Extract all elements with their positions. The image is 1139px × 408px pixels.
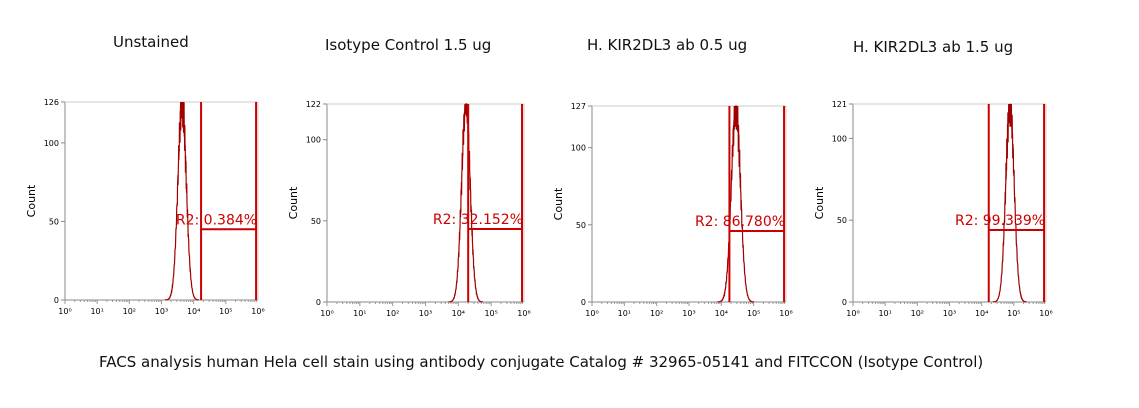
- x-tick-label: 10³: [419, 309, 432, 318]
- gate-label: R2: 32.152%: [433, 212, 523, 228]
- x-tick-label: 10²: [386, 309, 399, 318]
- y-tick-label: 0: [316, 298, 321, 307]
- y-tick-label: 121: [832, 100, 847, 109]
- x-tick-label: 10¹: [353, 309, 366, 318]
- histogram-trace: [448, 103, 483, 303]
- y-tick-label: 122: [306, 100, 321, 109]
- figure-caption: FACS analysis human Hela cell stain usin…: [99, 353, 984, 371]
- y-tick-label: 0: [54, 296, 59, 305]
- y-tick-label: 100: [832, 134, 847, 143]
- histogram-trace: [164, 101, 199, 301]
- panel-title-3: H. KIR2DL3 ab 0.5 ug: [587, 36, 748, 54]
- x-tick-label: 10⁵: [1007, 309, 1020, 318]
- x-tick-label: 10⁰: [58, 307, 71, 316]
- x-tick-label: 10²: [650, 309, 663, 318]
- y-tick-label: 100: [44, 139, 59, 148]
- y-axis-label: Count: [25, 184, 38, 217]
- x-tick-label: 10³: [155, 307, 168, 316]
- x-tick-label: 10⁶: [1039, 309, 1052, 318]
- x-tick-label: 10⁵: [747, 309, 760, 318]
- y-tick-label: 126: [44, 98, 59, 107]
- y-axis-label: Count: [552, 187, 565, 220]
- x-tick-label: 10⁵: [484, 309, 497, 318]
- y-tick-label: 50: [576, 221, 586, 230]
- gate-label: R2: 99.339%: [955, 213, 1045, 229]
- x-tick-label: 10⁶: [517, 309, 530, 318]
- x-tick-label: 10⁴: [452, 309, 465, 318]
- y-tick-label: 0: [581, 298, 586, 307]
- x-tick-label: 10³: [943, 309, 956, 318]
- histogram-trace: [992, 103, 1027, 303]
- x-tick-label: 10¹: [618, 309, 631, 318]
- x-tick-label: 10³: [682, 309, 695, 318]
- y-tick-label: 127: [571, 102, 586, 111]
- x-tick-label: 10⁶: [251, 307, 264, 316]
- y-axis-label: Count: [813, 186, 826, 219]
- x-tick-label: 10⁴: [975, 309, 988, 318]
- y-tick-label: 100: [571, 144, 586, 153]
- x-tick-label: 10⁰: [585, 309, 598, 318]
- x-tick-label: 10⁵: [219, 307, 232, 316]
- y-tick-label: 100: [306, 136, 321, 145]
- y-axis-label: Count: [287, 186, 300, 219]
- y-tick-label: 50: [49, 217, 59, 226]
- x-tick-label: 10²: [911, 309, 924, 318]
- panel-title-4: H. KIR2DL3 ab 1.5 ug: [853, 38, 1014, 56]
- gate-label: R2: 86.780%: [695, 214, 785, 230]
- x-tick-label: 10⁰: [846, 309, 859, 318]
- y-tick-label: 0: [842, 298, 847, 307]
- x-tick-label: 10¹: [878, 309, 891, 318]
- y-tick-label: 50: [837, 216, 847, 225]
- x-tick-label: 10²: [123, 307, 136, 316]
- y-tick-label: 50: [311, 217, 321, 226]
- x-tick-label: 10⁴: [187, 307, 200, 316]
- gate-label: R2: 0.384%: [176, 212, 257, 228]
- histogram-trace: [717, 105, 754, 303]
- x-tick-label: 10⁶: [779, 309, 792, 318]
- panel-title-2: Isotype Control 1.5 ug: [325, 36, 492, 54]
- x-tick-label: 10⁴: [715, 309, 728, 318]
- panel-title-1: Unstained: [113, 33, 189, 51]
- x-tick-label: 10¹: [90, 307, 103, 316]
- x-tick-label: 10⁰: [320, 309, 333, 318]
